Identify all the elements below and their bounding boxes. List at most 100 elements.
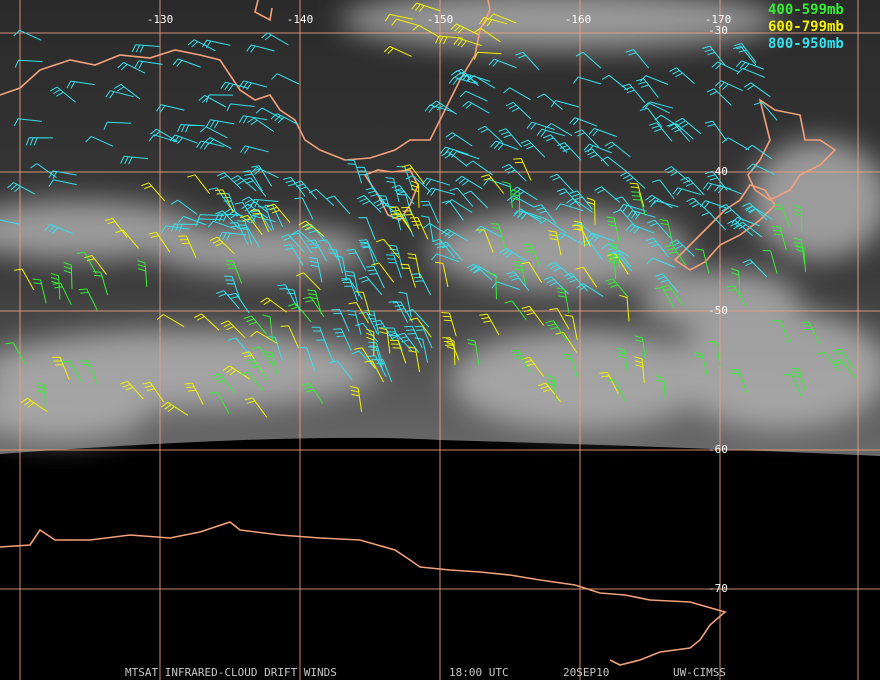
- wind-barb: [701, 211, 727, 231]
- wind-barb: [473, 51, 502, 60]
- wind-barb: [730, 268, 741, 296]
- wind-barb: [226, 103, 255, 112]
- wind-barb: [445, 132, 473, 147]
- latitude-label: -50: [708, 304, 728, 317]
- wind-barb: [594, 186, 621, 203]
- wind-barb: [388, 300, 409, 323]
- wind-barb: [586, 232, 615, 243]
- wind-barb: [706, 88, 732, 106]
- wind-barb: [661, 284, 684, 306]
- wind-barb: [606, 379, 626, 402]
- wind-barb: [117, 62, 146, 74]
- wind-barb: [618, 203, 647, 213]
- wind-barb: [30, 163, 57, 179]
- wind-barb: [356, 195, 382, 213]
- legend-entry: 800-950mb: [768, 36, 844, 52]
- wind-barb: [450, 70, 479, 84]
- wind-barb: [635, 78, 659, 98]
- wind-barb: [161, 225, 190, 234]
- wind-barb: [214, 213, 243, 222]
- wind-barb: [388, 244, 404, 270]
- wind-barb: [732, 45, 757, 66]
- wind-barb: [549, 308, 570, 330]
- wind-barb: [478, 17, 508, 27]
- wind-barb: [85, 135, 114, 147]
- footer-date: 20SEP10: [563, 666, 609, 679]
- wind-barb: [250, 330, 278, 344]
- wind-barb: [105, 90, 134, 99]
- wind-barb: [513, 260, 527, 287]
- wind-barb: [699, 200, 729, 210]
- wind-barb: [220, 81, 249, 92]
- wind-barb: [479, 313, 500, 336]
- wind-barb: [499, 247, 527, 262]
- wind-barb: [341, 278, 363, 300]
- wind-barb: [355, 291, 371, 316]
- wind-barb: [693, 352, 709, 377]
- wind-barb: [513, 209, 542, 220]
- wind-barb: [405, 175, 431, 193]
- wind-barb: [172, 58, 201, 68]
- wind-barb: [205, 119, 235, 129]
- wind-barb: [746, 163, 775, 175]
- wind-barb: [230, 175, 257, 192]
- wind-barb: [572, 76, 602, 85]
- wind-barb: [385, 177, 400, 203]
- wind-barb: [704, 170, 728, 191]
- wind-barb: [630, 191, 646, 216]
- wind-barb: [240, 145, 269, 154]
- wind-barb: [356, 166, 374, 190]
- wind-barb: [63, 262, 73, 290]
- wind-barb: [401, 206, 420, 230]
- wind-barb: [271, 73, 300, 85]
- wind-barb: [255, 107, 284, 120]
- wind-barb: [13, 29, 42, 41]
- wind-barb: [659, 219, 674, 245]
- wind-barb: [368, 341, 384, 366]
- wind-barbs: [0, 2, 856, 418]
- wind-barb: [563, 272, 589, 292]
- wind-barb: [170, 199, 198, 215]
- wind-barb: [555, 232, 583, 245]
- wind-barb: [441, 200, 464, 221]
- wind-barb: [78, 288, 98, 311]
- wind-barb: [209, 391, 230, 414]
- wind-barb: [642, 102, 671, 114]
- wind-barb: [490, 140, 519, 151]
- wind-barb: [84, 255, 107, 275]
- wind-barb: [20, 397, 48, 413]
- wind-barb: [211, 373, 235, 394]
- longitude-label: -130: [147, 13, 174, 26]
- wind-barb: [215, 210, 240, 230]
- wind-barb: [566, 198, 593, 213]
- wind-barb: [459, 90, 488, 102]
- wind-barb: [354, 347, 376, 369]
- wind-barb: [498, 128, 522, 148]
- wind-barb: [331, 309, 350, 332]
- wind-barb: [251, 165, 273, 187]
- wind-barb: [470, 264, 498, 279]
- wind-barb: [467, 339, 480, 365]
- wind-barb: [502, 181, 513, 208]
- wind-barb: [262, 314, 273, 341]
- latitude-label: -40: [708, 165, 728, 178]
- wind-barb: [586, 197, 596, 225]
- wind-barb: [672, 187, 701, 196]
- wind-barb: [488, 58, 517, 69]
- wind-barb: [634, 356, 645, 383]
- wind-barb: [187, 174, 211, 195]
- wind-barb: [137, 260, 148, 287]
- latitude-label: -60: [708, 443, 728, 456]
- wind-barb: [441, 312, 457, 337]
- wind-barb: [543, 134, 568, 153]
- wind-barb: [238, 80, 268, 90]
- wind-barb: [298, 347, 315, 371]
- wind-barb: [234, 201, 256, 223]
- wind-barb: [49, 86, 76, 103]
- wind-barb: [120, 155, 149, 165]
- wind-barb: [390, 212, 413, 233]
- longitude-label: -140: [287, 13, 314, 26]
- longitude-label: -150: [427, 13, 454, 26]
- legend-entry: 400-599mb: [768, 2, 844, 18]
